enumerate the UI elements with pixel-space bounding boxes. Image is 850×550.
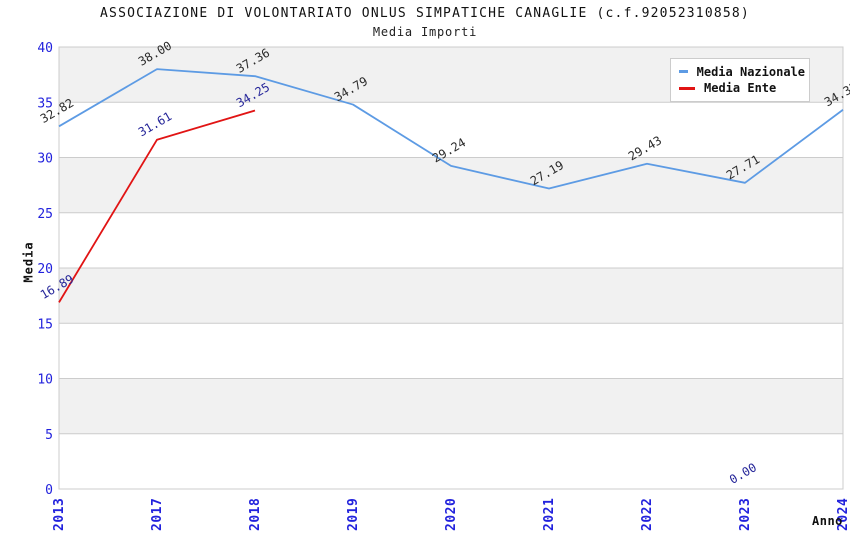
chart-title: ASSOCIAZIONE DI VOLONTARIATO ONLUS SIMPA…	[100, 6, 750, 21]
plot-band	[59, 433, 843, 489]
legend-swatch-media-ente-icon	[679, 86, 695, 90]
y-tick-label: 25	[37, 207, 53, 222]
x-tick-label: 2023	[738, 498, 753, 531]
x-tick-label: 2018	[248, 498, 263, 531]
y-tick-label: 20	[37, 262, 53, 277]
x-tick-label: 2022	[640, 498, 655, 531]
series-line-media-nazionale	[58, 68, 844, 190]
series-line-media-ente	[58, 109, 256, 303]
y-tick-label: 0	[45, 483, 53, 498]
y-tick-label: 40	[37, 41, 53, 56]
x-axis-title: Anno	[812, 514, 843, 528]
y-tick-label: 35	[37, 96, 53, 111]
y-axis-title: Media	[21, 241, 36, 283]
plot-band	[59, 212, 843, 268]
plot-band	[59, 378, 843, 434]
plot-band	[59, 268, 843, 324]
x-tick-label: 2020	[444, 498, 459, 531]
y-tick-label: 30	[37, 152, 53, 167]
x-tick-label: 2019	[346, 498, 361, 531]
legend-swatch-media-nazionale-icon	[679, 70, 688, 74]
legend-label-media-ente: Media Ente	[704, 81, 777, 96]
x-tick-label: 2017	[150, 498, 165, 531]
plot-band	[59, 323, 843, 379]
y-tick-label: 5	[45, 428, 53, 443]
x-tick-label: 2021	[542, 498, 557, 531]
x-tick-label: 2013	[52, 498, 67, 531]
legend-label-media-nazionale: Media Nazionale	[696, 64, 805, 79]
y-tick-label: 10	[37, 373, 53, 388]
y-tick-label: 15	[37, 317, 53, 332]
plot-border	[58, 46, 844, 490]
chart-subtitle: Media Importi	[372, 25, 478, 39]
legend-item-media-nazionale: Media Nazionale	[679, 65, 805, 79]
x-tick-label: 2024	[836, 498, 850, 531]
legend-item-media-ente: Media Ente	[679, 81, 805, 95]
legend: Media Nazionale Media Ente	[670, 58, 810, 102]
